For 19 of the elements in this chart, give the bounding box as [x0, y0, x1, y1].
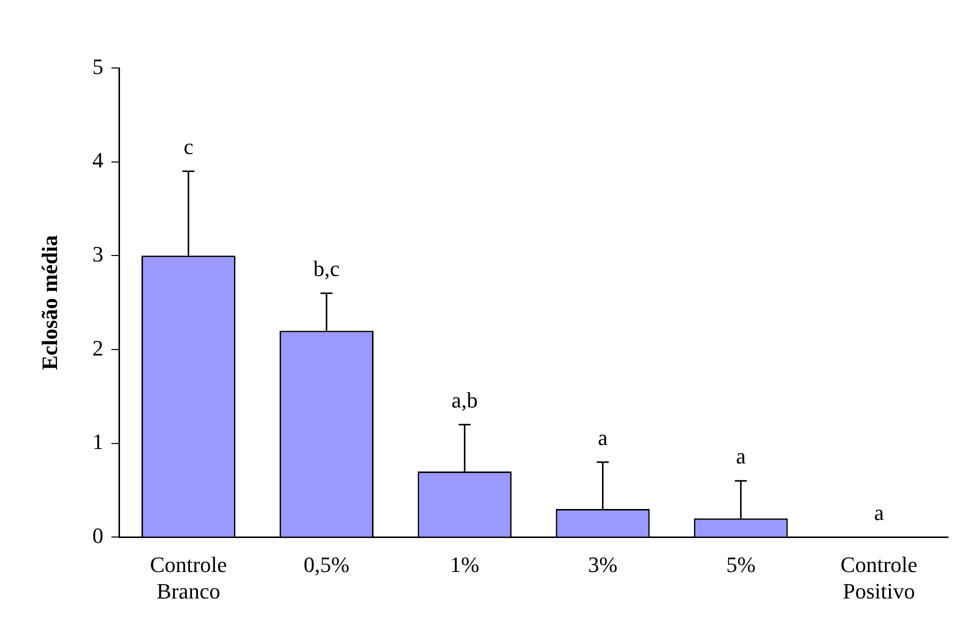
y-tick-label: 2 [92, 335, 104, 360]
annotation: a [874, 500, 884, 525]
x-tick-label: 3% [588, 552, 618, 578]
annotation: a [598, 424, 608, 450]
annotation: a [736, 444, 746, 469]
y-tick-label: 4 [92, 148, 104, 173]
y-axis-title: Eclosão média [36, 235, 62, 370]
x-tick-label: 0,5% [304, 552, 350, 578]
x-tick-label: Controle Branco [150, 552, 227, 604]
x-tick-label: Controle Positivo [840, 552, 918, 604]
annotation: b,c [313, 256, 340, 281]
x-tick-label: 5% [726, 552, 756, 578]
annotation: a,b [452, 387, 478, 412]
annotation: c [184, 134, 194, 160]
y-tick-label: 1 [92, 429, 104, 454]
y-tick-label: 5 [92, 54, 104, 79]
y-tick-label: 0 [92, 522, 104, 548]
y-tick-label: 3 [92, 241, 104, 266]
x-tick-label: 1% [450, 552, 480, 578]
